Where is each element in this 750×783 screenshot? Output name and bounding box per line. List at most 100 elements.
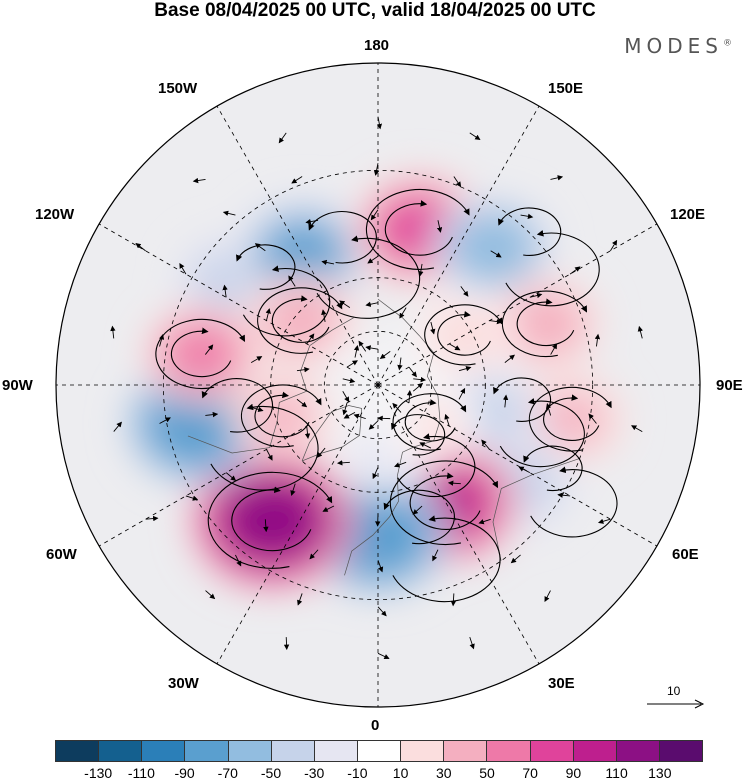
flow-arrow [544,590,551,602]
colorbar-tick-label: 70 [522,765,538,781]
flow-arrow [339,300,351,309]
streamline [424,304,503,366]
colorbar-swatch [56,741,100,761]
flow-arrow [185,495,199,501]
flow-arrow [432,549,439,562]
streamline [391,414,446,456]
flow-arrow [110,325,116,339]
colorbar-ticks: -130 -110 -90 -70 -50 -30 -10 10 30 50 70 90 110 130 [55,765,703,783]
flow-arrow [222,284,228,298]
flow-arrow [458,366,472,372]
streamline [497,207,562,256]
streamline [516,298,575,347]
flow-arrow [254,243,266,252]
flow-arrow [489,318,503,325]
flow-arrow [145,515,159,522]
meridian [216,384,379,665]
flow-arrow [469,132,481,140]
flow-arrow [225,472,237,481]
flow-arrow [550,343,558,355]
lon-label-120e: 120E [670,206,706,223]
lon-label-60w: 60W [46,546,77,563]
flow-arrow [481,439,490,450]
flow-arrow [598,518,611,524]
flow-arrow [450,593,457,607]
flow-arrow [550,175,564,181]
flow-arrow [322,505,335,512]
colorbar-swatch [487,741,531,761]
flow-arrow [372,467,379,480]
colorbar-tick-label: -130 [84,765,113,781]
streamline [271,295,330,343]
flow-arrow [502,394,509,408]
lon-label-150w: 150W [158,80,198,97]
flow-arrow [353,413,366,420]
flow-arrow [205,590,216,600]
flow-arrow [447,480,461,486]
flow-arrow [305,218,319,225]
flow-arrow [529,292,543,299]
streamline [499,398,585,468]
flow-arrow [291,176,303,184]
flow-arrow [179,262,187,275]
flow-arrow [365,345,379,351]
flow-arrow [430,321,436,335]
streamline [523,445,583,492]
reference-vector-label: 10 [667,684,681,698]
flow-arrow [222,210,236,216]
streamline [392,515,501,603]
colorbar-tick-label: -10 [347,765,368,781]
colorbar-swatch [314,741,358,761]
streamline [236,244,296,290]
anomaly-blob [456,218,530,278]
flow-arrow [460,286,469,297]
flow-arrow [368,420,379,430]
flow-arrow [373,163,380,176]
streamline [242,265,331,337]
flow-arrow [159,417,171,424]
flow-arrow [283,637,290,651]
colorbar-swatch [401,741,445,761]
flow-arrow [545,403,552,416]
streamline [505,230,600,307]
colorbar-swatch [573,741,617,761]
flow-arrow [419,442,432,449]
flow-arrow [370,209,379,221]
meridian [377,384,658,547]
flow-arrow [353,344,360,358]
colorbar-tick-label: 90 [565,765,582,781]
flow-arrow [377,652,390,659]
colorbar-tick-label: 130 [648,765,672,781]
flow-arrow [342,402,348,416]
meridian [216,105,379,386]
flow-arrow [204,344,214,355]
modes-logo: MODES® [624,34,732,58]
meridian [377,384,540,665]
streamline [231,486,312,552]
colorbar-tick-label: 30 [436,765,452,781]
flow-arrow [296,398,308,408]
flow-arrow [113,421,122,432]
polar-stereographic-map [55,62,701,708]
anomaly-blob [435,310,495,360]
brand-registered-mark: ® [723,38,732,49]
flow-arrow [265,308,271,321]
streamline [240,384,322,448]
streamline [392,393,467,451]
flow-arrow [342,377,356,384]
flow-arrow [304,426,311,439]
colorbar-swatch [142,741,186,761]
flow-arrow [394,461,407,468]
flow-arrow [358,340,367,352]
flow-arrow [520,213,534,219]
flow-arrow [399,307,407,319]
streamline [409,472,481,530]
flow-arrow [309,549,319,560]
flow-arrow [453,176,462,188]
flow-arrow [458,387,466,400]
flow-arrow [346,360,358,368]
colorbar-tick-label: -70 [217,765,238,781]
streamline [308,211,377,264]
flow-arrow [235,554,242,567]
flow-arrow [379,351,391,359]
